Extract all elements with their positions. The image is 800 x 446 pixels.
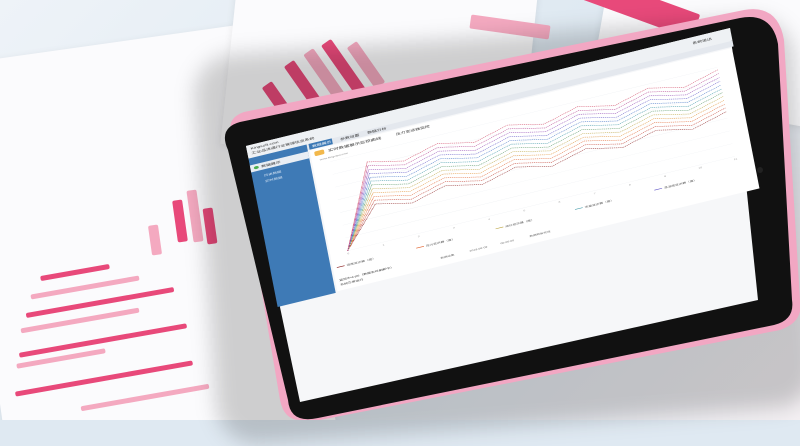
legend-label: 液位变送器（度）	[505, 217, 535, 228]
series-line	[347, 100, 725, 251]
folder-icon	[314, 149, 325, 156]
x-tick-label: 2	[417, 235, 420, 238]
status-text: 数据刷新完成	[529, 229, 551, 238]
logout-link[interactable]: 系统退出	[692, 36, 712, 45]
line-chart: 0 1 2 3 4 5 6 7 8 9 10 11	[330, 67, 738, 255]
sidebar-item-label[interactable]: 实时数据	[265, 175, 283, 183]
series-line	[347, 84, 722, 251]
tablet-device: Kingsoft.com 工业品流通行业管理信息系统 系统退出 数据展示 参数设…	[224, 9, 800, 420]
app-title-line1: Kingsoft.com	[250, 140, 279, 150]
x-tick-label: 0	[347, 252, 350, 255]
series-line	[347, 88, 722, 251]
x-tick-label: 1	[382, 243, 385, 246]
sidebar	[248, 144, 336, 307]
x-tick-label: 11	[733, 157, 738, 161]
series-line	[347, 96, 724, 251]
tab-label[interactable]: 数据展示	[312, 139, 332, 148]
camera-icon	[757, 167, 763, 173]
series-line	[347, 73, 719, 251]
footer-note: 系统正常运行	[340, 277, 365, 286]
legend-label: 温度变送器（度）	[346, 256, 376, 267]
status-text: 00:00:00	[500, 239, 515, 245]
app-header	[246, 27, 733, 159]
series-line	[347, 81, 721, 251]
status-text: 2019-08-09	[469, 245, 488, 252]
grid-line	[340, 118, 728, 213]
legend-label: 流量变送器（度）	[584, 198, 614, 209]
series-line	[347, 103, 725, 251]
grid-line	[330, 67, 718, 162]
x-tick-label: 6	[558, 200, 561, 203]
legend-swatch	[495, 226, 504, 230]
x-tick-label: 9	[664, 175, 667, 178]
x-tick-label: 7	[593, 192, 596, 195]
legend-swatch	[336, 265, 345, 268]
chart-legend: 温度变送器（度） 压力变送器（度） 液位变送器（度） 流量变送器（度） 温湿度变送器（度…	[336, 178, 698, 268]
legend-swatch	[654, 187, 663, 191]
tab-active[interactable]	[308, 138, 333, 150]
series-line	[347, 107, 726, 251]
series-line	[347, 77, 720, 251]
grid-line	[347, 156, 735, 251]
screen-content: Kingsoft.com 工业品流通行业管理信息系统 系统退出 数据展示 参数设…	[246, 27, 760, 307]
grid-line	[345, 143, 733, 239]
series-line	[347, 92, 723, 251]
series-line	[347, 69, 719, 251]
legend-label: 压力变送器（度）	[426, 237, 456, 248]
sidebar-header-label: 数据展示	[261, 159, 281, 168]
x-tick-label: 10	[698, 166, 703, 170]
legend-swatch	[574, 207, 583, 210]
sidebar-header	[249, 151, 310, 173]
tab-bar	[306, 40, 734, 151]
grid-line	[342, 130, 730, 226]
x-tick-label: 5	[523, 209, 526, 212]
chart-caption: www.kingview.com	[319, 151, 349, 161]
x-tick-label: 3	[453, 226, 456, 229]
status-dot-icon	[253, 166, 259, 170]
x-tick-label: 8	[629, 183, 632, 186]
tab-label[interactable]: 数据分析	[367, 126, 387, 135]
legend-label: 温湿度变送器（度）	[664, 178, 698, 190]
series-line	[347, 111, 727, 251]
x-tick-label: 4	[488, 217, 491, 220]
legend-swatch	[416, 246, 425, 249]
chart-panel	[309, 48, 760, 292]
sidebar-item-label[interactable]: 历史数据	[264, 169, 282, 177]
status-text: 数据采集	[440, 253, 455, 260]
tab-label[interactable]: 参数设置	[340, 132, 360, 141]
